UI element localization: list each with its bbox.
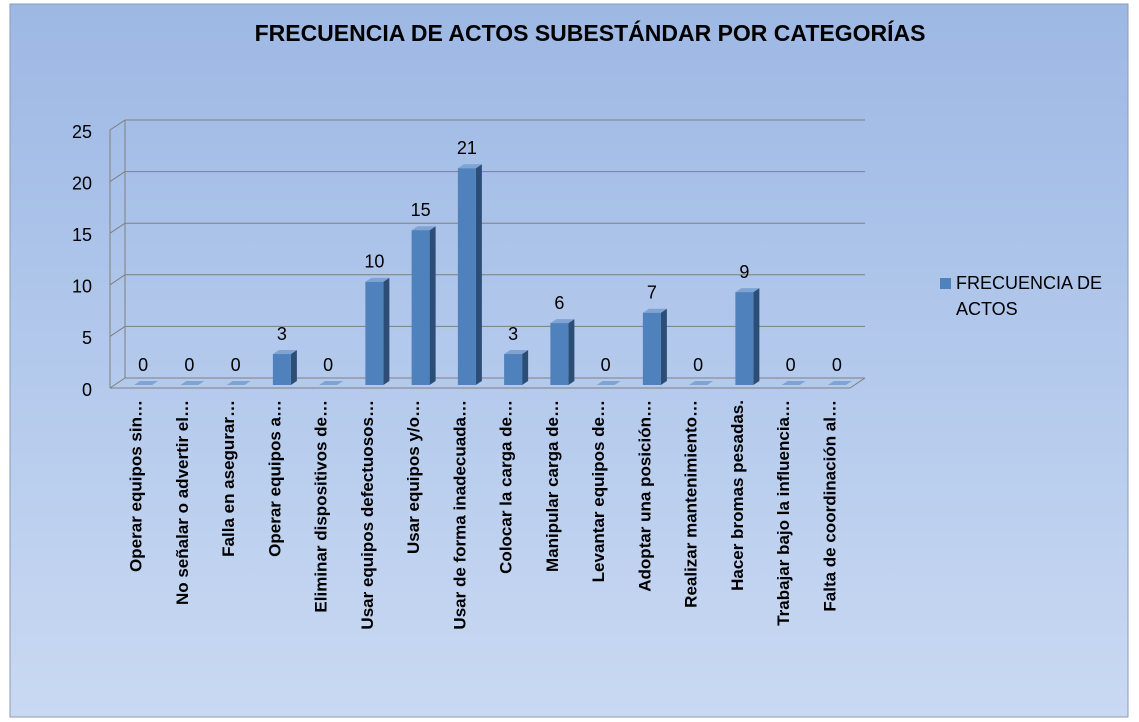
bar-top <box>827 381 852 385</box>
value-label: 0 <box>323 355 333 375</box>
value-label: 0 <box>184 355 194 375</box>
bar-top <box>226 381 251 385</box>
x-tick-label: No señalar o advertir el… <box>173 400 192 605</box>
bar <box>504 350 529 385</box>
bar-front <box>550 323 569 385</box>
x-tick-label: Falla en asegurar… <box>219 400 238 557</box>
bar-top <box>550 319 575 324</box>
x-tick-label: Manipular carga de… <box>543 400 562 572</box>
value-label: 0 <box>786 355 796 375</box>
x-tick-label: Falta de coordinación al… <box>820 400 839 612</box>
y-tick-label: 20 <box>72 173 92 193</box>
bar-side <box>475 164 482 385</box>
bar <box>180 381 205 385</box>
value-label: 6 <box>554 293 564 313</box>
x-tick-label: Usar equipos defectuosos… <box>358 400 377 630</box>
grid-line <box>109 222 126 234</box>
value-label: 3 <box>277 324 287 344</box>
value-label: 0 <box>693 355 703 375</box>
bar-top <box>134 381 159 385</box>
bar-top <box>596 381 621 385</box>
bar-front <box>365 281 384 385</box>
bar-top <box>272 350 297 355</box>
x-tick-label: Operar equipos sin… <box>127 400 146 572</box>
bar <box>596 381 621 385</box>
x-tick-label: Colocar la carga de… <box>497 400 516 574</box>
value-label: 15 <box>411 200 431 220</box>
bar-side <box>660 308 667 385</box>
value-label: 9 <box>739 262 749 282</box>
x-tick-label: Realizar mantenimiento… <box>682 400 701 608</box>
bar <box>642 308 667 385</box>
y-tick-label: 15 <box>72 225 92 245</box>
bar-side <box>383 277 390 385</box>
bar-top <box>457 164 482 169</box>
value-label: 3 <box>508 324 518 344</box>
axis-line <box>849 377 866 389</box>
y-tick-label: 5 <box>82 328 92 348</box>
bar <box>134 381 159 385</box>
legend-label: FRECUENCIA DE ACTOS <box>956 273 1103 319</box>
bar-front <box>504 354 523 385</box>
grid-line <box>109 274 126 286</box>
y-tick-label: 10 <box>72 277 92 297</box>
x-tick-label: Operar equipos a… <box>265 400 284 557</box>
bar-front <box>457 168 476 385</box>
grid-line <box>109 119 126 131</box>
bar <box>365 277 390 385</box>
value-label: 10 <box>364 252 384 272</box>
grid-line <box>109 325 126 337</box>
bar <box>319 381 344 385</box>
grid-line <box>109 171 126 183</box>
bar-side <box>522 350 529 385</box>
bar-front <box>735 292 754 385</box>
bar <box>550 319 575 385</box>
bar-top <box>642 308 667 313</box>
bar-side <box>568 319 575 385</box>
plot-area: 0 5 10 15 20 25 Operar equipos sin… 0 No señalar… <box>72 119 866 630</box>
bar-front <box>272 354 291 385</box>
x-tick-label: Eliminar dispositivos de… <box>312 400 331 613</box>
bar-top <box>411 226 436 231</box>
bar <box>457 164 482 385</box>
x-tick-label: Usar equipos y/o… <box>404 400 423 554</box>
bar-front <box>642 312 661 385</box>
bar-top <box>781 381 806 385</box>
value-label: 0 <box>138 355 148 375</box>
legend-swatch <box>940 278 951 289</box>
grid-line <box>109 377 126 389</box>
value-label: 7 <box>647 283 657 303</box>
bar-top <box>180 381 205 385</box>
bar-side <box>290 350 297 385</box>
value-label: 0 <box>231 355 241 375</box>
bar <box>689 381 714 385</box>
bar-front <box>411 230 430 385</box>
bar-top <box>365 277 390 282</box>
y-tick-label: 25 <box>72 122 92 142</box>
value-label: 21 <box>457 138 477 158</box>
bar-top <box>319 381 344 385</box>
bar-side <box>753 288 760 385</box>
bar-side <box>429 226 436 385</box>
bar-top <box>504 350 529 355</box>
bar <box>272 350 297 385</box>
x-tick-label: Hacer bromas pesadas. <box>728 400 747 591</box>
chart-title: FRECUENCIA DE ACTOS SUBESTÁNDAR POR CATE… <box>255 19 926 46</box>
bar-top <box>735 288 760 293</box>
bar-top <box>689 381 714 385</box>
y-tick-label: 0 <box>82 380 92 400</box>
value-label: 0 <box>601 355 611 375</box>
bar <box>226 381 251 385</box>
x-tick-label: Levantar equipos de… <box>589 400 608 582</box>
bar <box>781 381 806 385</box>
bar <box>411 226 436 385</box>
bar <box>735 288 760 385</box>
bar <box>827 381 852 385</box>
x-tick-label: Adoptar una posición… <box>635 400 654 592</box>
x-tick-label: Usar de forma inadecuada… <box>450 400 469 630</box>
x-tick-label: Trabajar bajo la influencia… <box>774 400 793 626</box>
value-label: 0 <box>832 355 842 375</box>
